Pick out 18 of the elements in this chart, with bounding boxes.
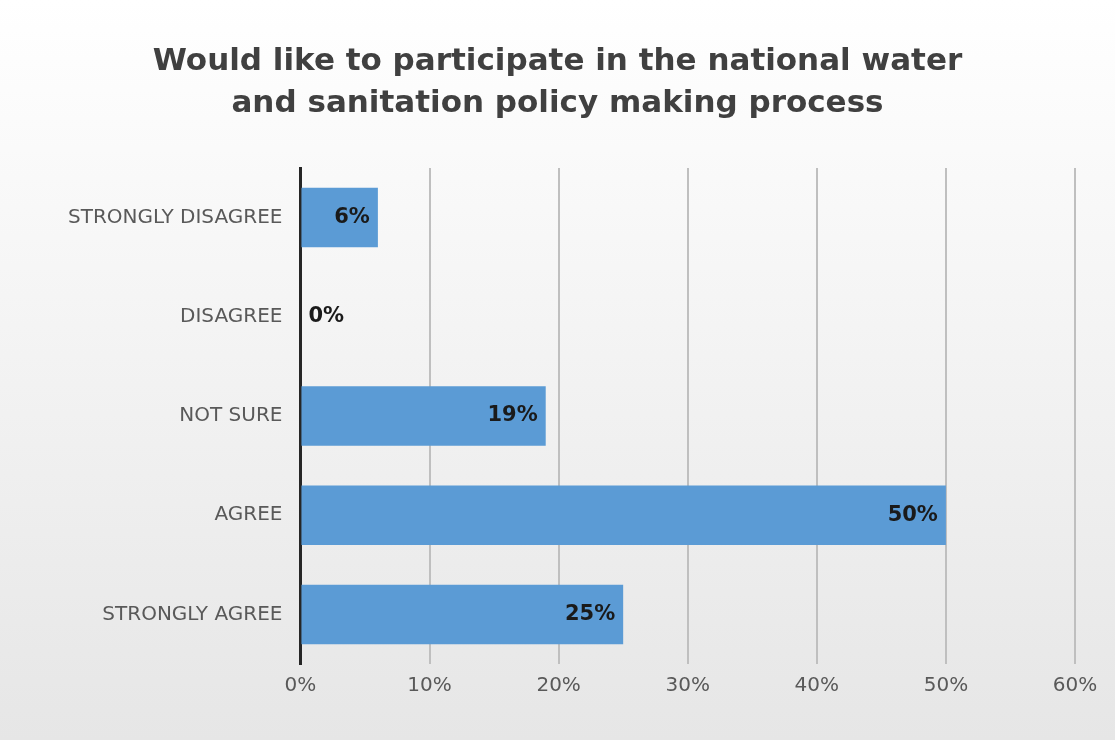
- y-tick-label: STRONGLY AGREE: [102, 600, 283, 625]
- y-tick-label: AGREE: [214, 501, 283, 526]
- data-label: 19%: [487, 402, 538, 427]
- x-tick-label: 40%: [794, 672, 840, 697]
- chart-title: Would like to participate in the national water and sanitation policy making process: [151, 40, 964, 121]
- data-label: 25%: [564, 600, 616, 625]
- x-tick-label: 30%: [665, 672, 710, 697]
- x-tick-label: 0%: [284, 672, 317, 697]
- x-tick-label: 10%: [407, 672, 452, 697]
- y-tick-label: DISAGREE: [180, 303, 283, 327]
- y-tick-label: STRONGLY DISAGREE: [68, 203, 283, 228]
- x-tick-label: 50%: [923, 672, 969, 697]
- y-tick-label: NOT SURE: [179, 402, 283, 427]
- data-label: 50%: [887, 501, 938, 526]
- data-label: 6%: [334, 204, 370, 229]
- x-tick-label: 60%: [1052, 672, 1098, 697]
- x-tick-label: 20%: [536, 672, 581, 697]
- data-label: 0%: [308, 303, 345, 328]
